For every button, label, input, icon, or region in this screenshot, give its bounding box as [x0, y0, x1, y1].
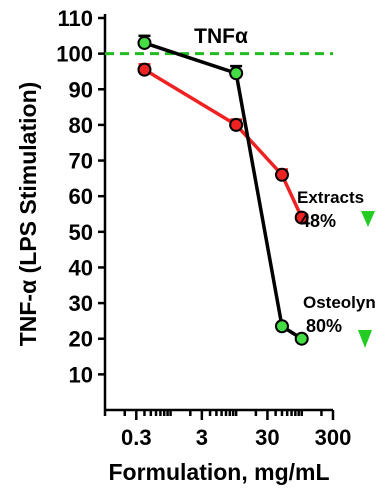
x-tick-label: 0.3 — [121, 425, 152, 450]
annotation-label: Osteolyn — [303, 293, 376, 312]
y-tick-label: 40 — [69, 255, 93, 280]
data-point — [274, 319, 289, 334]
annotation-value: 48% — [300, 211, 336, 231]
y-tick-label: 20 — [69, 327, 93, 352]
data-point — [294, 210, 309, 225]
axes: 10 20 30 40 50 60 70 80 90 100 110 0.3 3 30 300 — [56, 6, 351, 450]
data-point — [229, 117, 244, 132]
series-line — [143, 41, 303, 341]
down-arrow-icon — [361, 211, 375, 227]
data-point — [137, 35, 152, 50]
series-group — [137, 34, 309, 346]
y-tick-label: 10 — [69, 362, 93, 387]
y-tick-label: 110 — [58, 6, 94, 31]
data-point — [274, 167, 289, 182]
y-tick-label: 60 — [69, 184, 93, 209]
x-tick-label: 30 — [255, 425, 279, 450]
y-tick-label: 50 — [69, 220, 93, 245]
annotation-label: Extracts — [297, 188, 364, 207]
data-point — [229, 66, 244, 81]
data-point — [294, 331, 309, 346]
y-axis-title: TNF-α (LPS Stimulation) — [15, 82, 41, 347]
x-tick-label: 3 — [196, 425, 208, 450]
y-tick-label: 30 — [69, 291, 93, 316]
y-tick-label: 90 — [69, 77, 93, 102]
x-tick-label: 300 — [315, 425, 352, 450]
annotations: Extracts 48% Osteolyn 80% — [297, 188, 376, 348]
y-tick-label: 100 — [56, 42, 93, 67]
series-line — [143, 68, 304, 219]
y-tick-label: 70 — [69, 149, 93, 174]
x-axis-title: Formulation, mg/mL — [108, 459, 329, 485]
chart-title: TNFα — [194, 25, 248, 48]
data-point — [137, 62, 152, 77]
y-tick-label: 80 — [69, 113, 93, 138]
down-arrow-icon — [358, 330, 372, 348]
annotation-value: 80% — [306, 316, 342, 336]
